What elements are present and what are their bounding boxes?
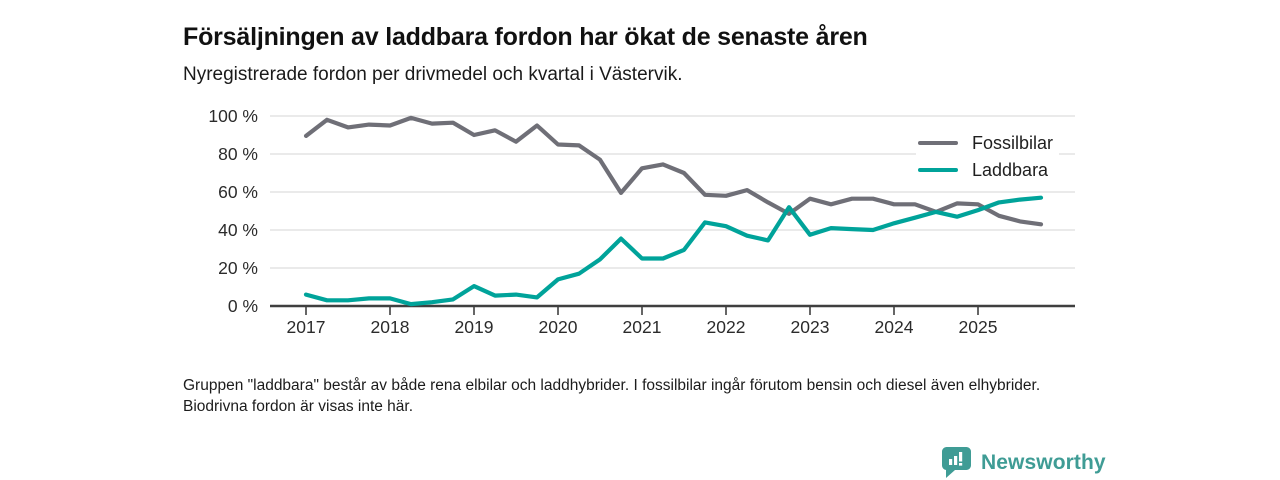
x-tick-label: 2021 xyxy=(623,317,662,337)
y-tick-label: 100 % xyxy=(208,106,258,126)
x-tick-label: 2018 xyxy=(371,317,410,337)
laddbara-line xyxy=(303,195,1044,307)
y-tick-label: 60 % xyxy=(218,182,258,202)
newsworthy-bar-chart-pin-icon xyxy=(941,447,971,478)
y-tick-label: 0 % xyxy=(228,296,258,316)
chart-title: Försäljningen av laddbara fordon har öka… xyxy=(183,22,868,51)
legend-item-laddbara: Laddbara xyxy=(916,157,1060,183)
x-tick-label: 2022 xyxy=(707,317,746,337)
y-tick-label: 80 % xyxy=(218,144,258,164)
chart-footnote: Gruppen "laddbara" består av både rena e… xyxy=(183,377,1041,415)
x-tick-label: 2020 xyxy=(539,317,578,337)
x-tick-label: 2024 xyxy=(875,317,914,337)
x-tick-label: 2017 xyxy=(287,317,326,337)
legend-swatch-laddbara xyxy=(918,167,958,173)
legend-item-fossilbilar: Fossilbilar xyxy=(916,130,1060,156)
newsworthy-logo: Newsworthy xyxy=(941,446,1106,479)
legend-swatch-fossilbilar xyxy=(918,140,958,146)
x-tick-label: 2023 xyxy=(791,317,830,337)
y-tick-label: 20 % xyxy=(218,258,258,278)
legend-label-laddbara: Laddbara xyxy=(972,159,1049,180)
newsworthy-logo-text: Newsworthy xyxy=(981,450,1106,474)
x-tick-label: 2025 xyxy=(959,317,998,337)
legend-label-fossilbilar: Fossilbilar xyxy=(972,132,1054,153)
legend: Fossilbilar Laddbara xyxy=(916,130,1060,183)
y-tick-label: 40 % xyxy=(218,220,258,240)
chart-subtitle: Nyregistrerade fordon per drivmedel och … xyxy=(183,64,683,85)
fossilbilar-line xyxy=(303,115,1044,227)
x-tick-label: 2019 xyxy=(455,317,494,337)
